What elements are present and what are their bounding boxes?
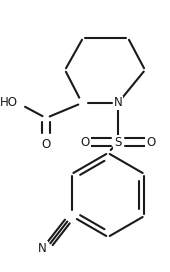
Text: O: O [146,135,156,149]
Text: N: N [114,97,122,110]
Text: S: S [114,135,122,149]
Text: N: N [38,242,47,255]
Text: O: O [41,138,51,151]
Text: O: O [80,135,90,149]
Text: HO: HO [0,97,18,110]
